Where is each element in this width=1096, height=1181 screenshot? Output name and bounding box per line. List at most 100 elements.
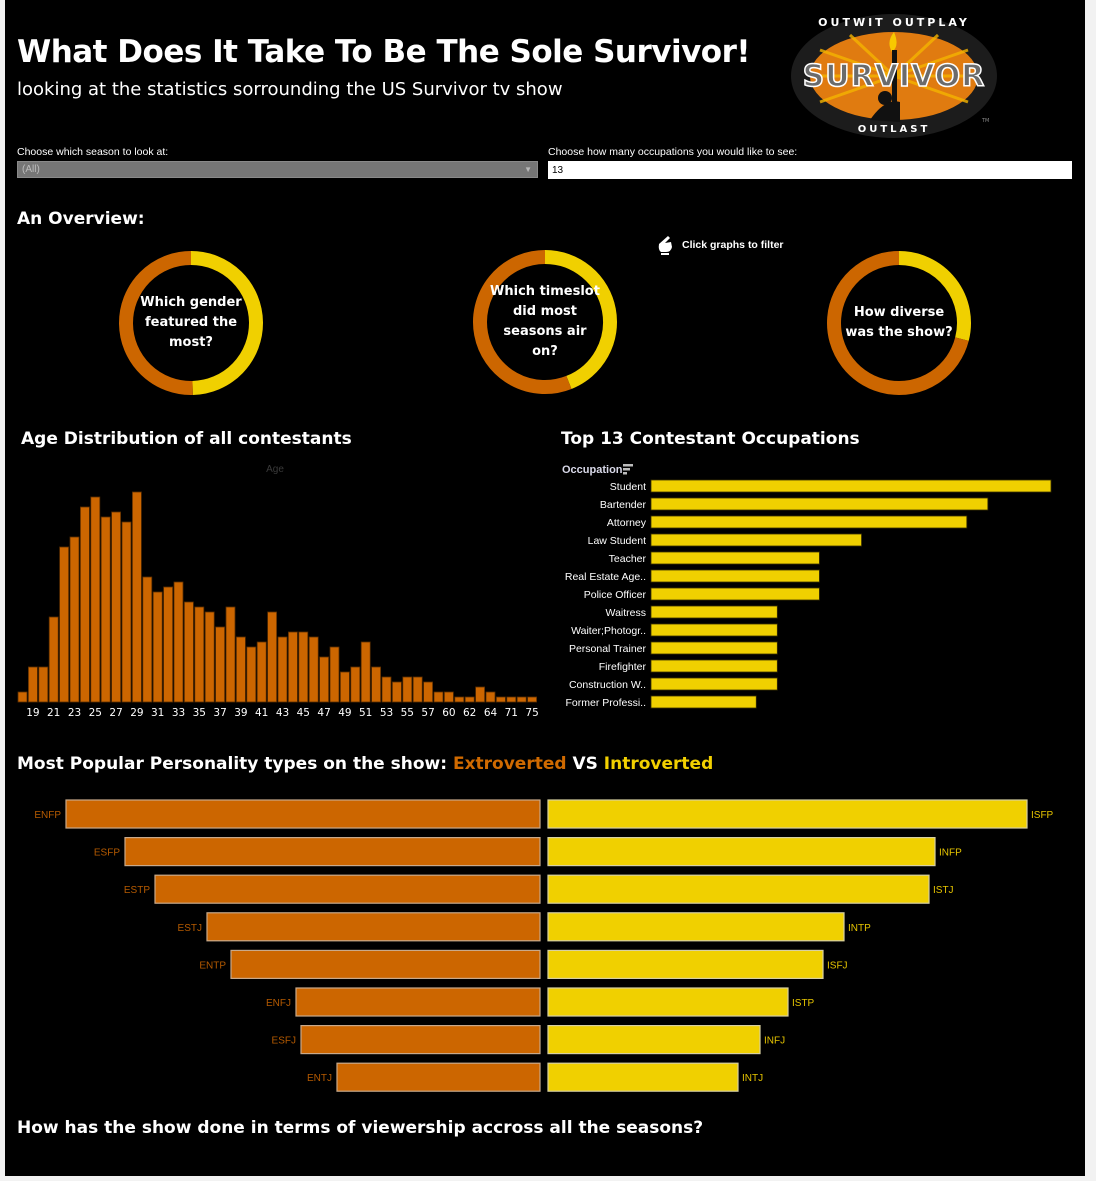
age-bar-35[interactable] xyxy=(194,606,205,703)
gender-slice-1[interactable] xyxy=(119,251,193,395)
age-bar-18[interactable] xyxy=(17,691,28,703)
age-bar-61[interactable] xyxy=(454,696,465,703)
age-bar-55[interactable] xyxy=(402,676,413,703)
timeslot-slice-0[interactable] xyxy=(544,250,617,389)
personality-chart[interactable]: ENFP ESFP ESTP ESTJ ENTP ENFJ ESFJ ENTJ ISFP INFP… xyxy=(20,795,1080,1095)
occupation-bar[interactable] xyxy=(650,659,778,673)
introverted-bar-ISFP[interactable] xyxy=(547,799,1028,829)
age-bar-65[interactable] xyxy=(495,696,506,703)
occupation-bar[interactable] xyxy=(650,569,820,583)
occupation-chart[interactable]: Occupation Student Bartender Attorney Law St… xyxy=(550,455,1070,715)
age-bar-24[interactable] xyxy=(80,506,90,703)
age-bar-32[interactable] xyxy=(163,586,174,703)
season-dropdown-value: (All) xyxy=(22,164,40,175)
chevron-down-icon[interactable]: ▼ xyxy=(524,165,532,174)
age-bar-52[interactable] xyxy=(371,666,382,703)
extroverted-bar-ENFP[interactable] xyxy=(65,799,541,829)
gender-donut[interactable]: Which gender featured the most? xyxy=(116,248,266,398)
age-bar-42[interactable] xyxy=(267,611,278,703)
age-bar-19[interactable] xyxy=(27,666,38,703)
age-bar-40[interactable] xyxy=(246,646,257,703)
age-bar-29[interactable] xyxy=(132,491,142,703)
introverted-bar-INFJ[interactable] xyxy=(547,1025,761,1055)
age-bar-20[interactable] xyxy=(38,666,49,703)
extroverted-bar-ESTP[interactable] xyxy=(154,874,541,904)
sort-icon[interactable] xyxy=(623,464,633,475)
diversity-donut-chart[interactable] xyxy=(824,248,974,398)
age-bar-53[interactable] xyxy=(381,676,392,703)
age-bar-51[interactable] xyxy=(360,641,371,703)
age-bar-47[interactable] xyxy=(319,656,330,703)
age-bar-23[interactable] xyxy=(69,536,80,703)
occupation-bar[interactable] xyxy=(650,497,989,511)
age-bar-45[interactable] xyxy=(298,631,309,703)
age-bar-39[interactable] xyxy=(235,636,246,703)
age-bar-28[interactable] xyxy=(121,521,132,703)
age-distribution-chart[interactable]: Age 19 21 23 25 27 29 31 33 35 37 39 41 43 45 47 49 51 53 5… xyxy=(10,455,540,725)
extroverted-bar-ESTJ[interactable] xyxy=(206,912,541,942)
extroverted-bar-ESFJ[interactable] xyxy=(300,1025,541,1055)
age-bar-27[interactable] xyxy=(111,511,121,703)
occupation-bar[interactable] xyxy=(650,551,820,565)
age-bar-34[interactable] xyxy=(183,601,194,703)
introverted-bar-ISTJ[interactable] xyxy=(547,874,930,904)
diversity-slice-0[interactable] xyxy=(898,251,971,341)
introverted-bar-INTP[interactable] xyxy=(547,912,845,942)
age-bar-57[interactable] xyxy=(423,681,434,703)
age-bar-26[interactable] xyxy=(100,516,111,703)
timeslot-donut-chart[interactable] xyxy=(470,247,620,397)
age-bar-71[interactable] xyxy=(506,696,517,703)
extroverted-bar-ESFP[interactable] xyxy=(124,836,541,867)
age-bar-60[interactable] xyxy=(443,691,454,703)
age-bar-63[interactable] xyxy=(475,686,486,703)
occupation-bar[interactable] xyxy=(650,533,862,547)
age-bar-56[interactable] xyxy=(412,676,423,703)
introverted-bar-ISFJ[interactable] xyxy=(547,949,824,979)
age-bar-31[interactable] xyxy=(152,591,163,703)
diversity-donut[interactable]: How diverse was the show? xyxy=(824,248,974,398)
gender-donut-chart[interactable] xyxy=(116,248,266,398)
age-bar-36[interactable] xyxy=(204,611,215,703)
season-dropdown[interactable]: (All) ▼ xyxy=(17,161,538,178)
age-bar-46[interactable] xyxy=(308,636,319,703)
age-bar-22[interactable] xyxy=(59,546,69,703)
age-bar-25[interactable] xyxy=(90,496,101,703)
occupation-bar[interactable] xyxy=(650,479,1052,493)
occupation-bar[interactable] xyxy=(650,515,968,529)
age-bar-75[interactable] xyxy=(527,696,537,703)
occupation-bar[interactable] xyxy=(650,695,757,709)
extroverted-bar-ENTP[interactable] xyxy=(230,949,541,979)
extroverted-bar-ENTJ[interactable] xyxy=(336,1062,541,1092)
age-bar-38[interactable] xyxy=(225,606,236,703)
age-bar-64[interactable] xyxy=(485,691,496,703)
age-bar-48[interactable] xyxy=(329,646,340,703)
introverted-bar-ISTP[interactable] xyxy=(547,987,789,1017)
age-bar-50[interactable] xyxy=(350,666,361,703)
gender-slice-0[interactable] xyxy=(190,251,263,395)
age-bar-49[interactable] xyxy=(339,671,350,703)
age-bar-62[interactable] xyxy=(464,696,475,703)
occupation-bar[interactable] xyxy=(650,623,778,637)
age-bar-43[interactable] xyxy=(277,636,288,703)
personality-title-prefix: Most Popular Personality types on the sh… xyxy=(17,754,453,774)
diversity-slice-1[interactable] xyxy=(827,251,969,395)
timeslot-donut[interactable]: Which timeslot did most seasons air on? xyxy=(470,247,620,397)
age-bar-21[interactable] xyxy=(48,616,59,703)
occupation-bar[interactable] xyxy=(650,641,778,655)
introverted-bar-INTJ[interactable] xyxy=(547,1062,739,1092)
age-bar-41[interactable] xyxy=(256,641,267,703)
age-bar-58[interactable] xyxy=(433,691,444,703)
age-bar-33[interactable] xyxy=(173,581,184,703)
introverted-bar-INFP[interactable] xyxy=(547,836,936,867)
extroverted-bar-ENFJ[interactable] xyxy=(295,987,541,1017)
occupation-bar[interactable] xyxy=(650,605,778,619)
occupation-count-input[interactable] xyxy=(548,161,1072,179)
age-bar-44[interactable] xyxy=(287,631,298,703)
age-bar-72[interactable] xyxy=(516,696,527,703)
occupation-bar[interactable] xyxy=(650,677,778,691)
age-bar-30[interactable] xyxy=(142,576,153,703)
timeslot-slice-1[interactable] xyxy=(473,250,572,394)
age-bar-37[interactable] xyxy=(215,626,226,703)
occupation-bar[interactable] xyxy=(650,587,820,601)
age-bar-54[interactable] xyxy=(391,681,402,703)
